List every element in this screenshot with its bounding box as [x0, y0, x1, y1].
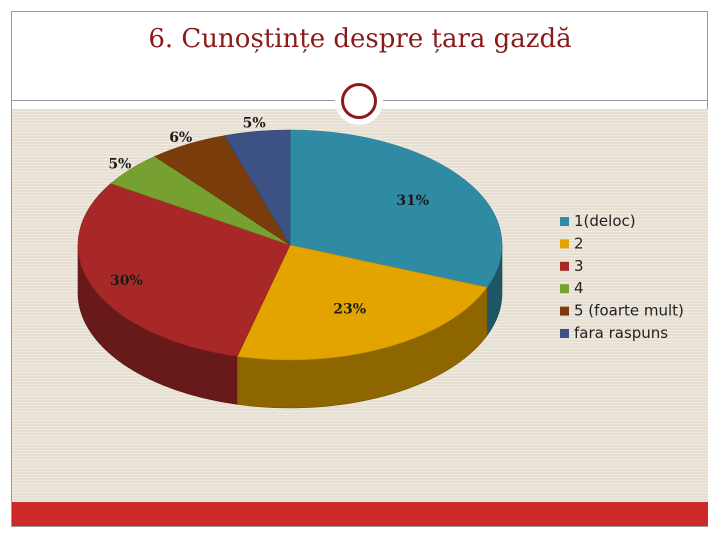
- chart-legend: 1(deloc) 2 3 4 5 (foarte mult) fara raspuns: [560, 212, 684, 342]
- pie-sides: [77, 244, 503, 409]
- slide-title: 6. Cunoștințe despre țara gazdă: [148, 24, 572, 54]
- legend-swatch-1: [560, 239, 569, 249]
- decorative-ring-inner: [341, 83, 377, 119]
- legend-label-2: 3: [574, 257, 584, 275]
- legend-swatch-5: [560, 329, 569, 338]
- legend-swatch-0: [560, 217, 569, 226]
- legend-label-1: 2: [574, 234, 584, 252]
- pie-slice-0: [289, 129, 503, 288]
- legend-label-4: 5 (foarte mult): [574, 302, 684, 320]
- legend-swatch-3: [560, 284, 569, 294]
- pie-slice-5: [224, 129, 291, 247]
- pie-data-label-2: 30%: [110, 273, 143, 289]
- footer-bar: [12, 502, 708, 526]
- pie-tops: [77, 129, 503, 361]
- legend-swatch-4: [560, 306, 569, 316]
- pie-labels: 31% 23% 30% 5% 6% 5%: [108, 115, 429, 317]
- pie-data-label-4: 6%: [169, 130, 192, 146]
- pie-data-label-0: 31%: [396, 193, 429, 209]
- pie-slice-2: [77, 183, 291, 357]
- pie-data-label-5: 5%: [243, 115, 266, 131]
- pie-data-label-1: 23%: [333, 302, 366, 318]
- pie-data-label-3: 5%: [108, 157, 131, 173]
- pie-slice-1: [236, 244, 488, 361]
- legend-label-3: 4: [574, 279, 584, 297]
- legend-label-0: 1(deloc): [574, 212, 636, 230]
- legend-swatch-2: [560, 261, 569, 271]
- legend-label-5: fara raspuns: [574, 324, 668, 342]
